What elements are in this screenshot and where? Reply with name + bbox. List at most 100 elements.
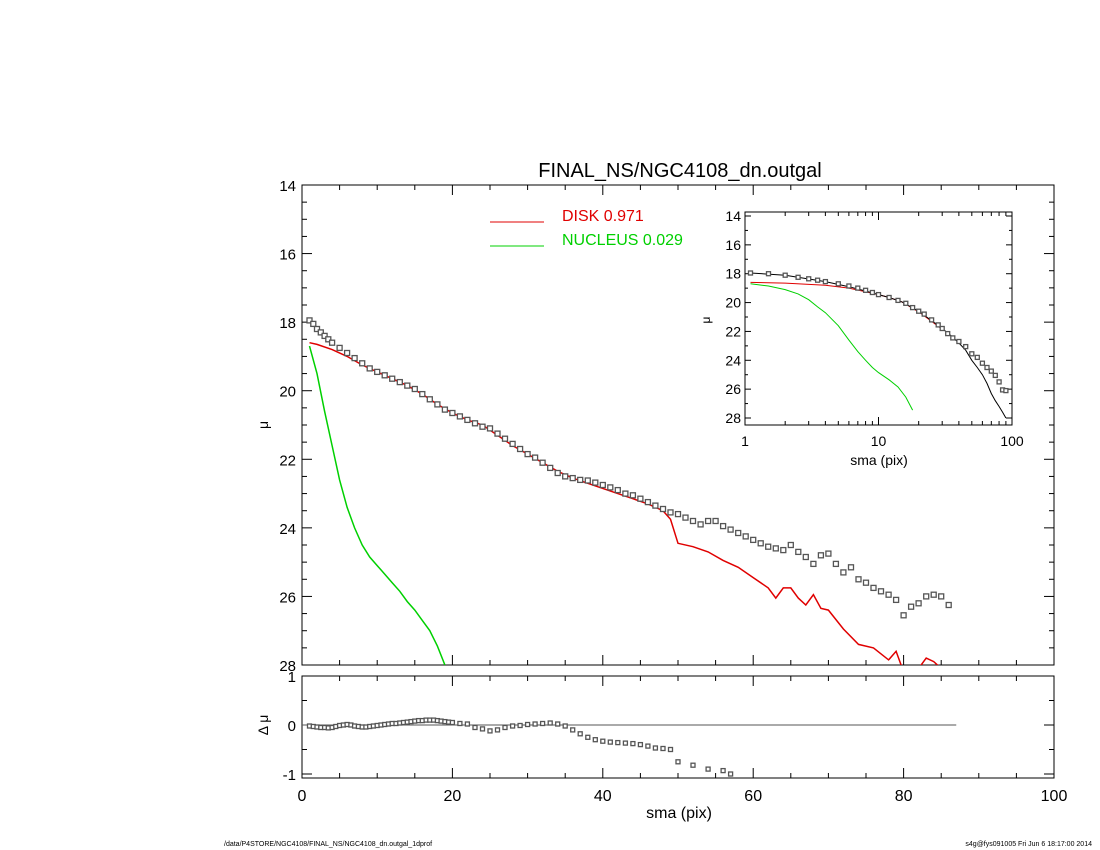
inset-data-point (782, 272, 788, 278)
main-data-point (584, 477, 591, 484)
inset-data-point (855, 285, 861, 291)
main-y-tick-label: 26 (279, 589, 296, 606)
inset-data-point (795, 274, 801, 280)
inset-y-axis-label: μ (699, 316, 713, 323)
main-data-point (577, 476, 584, 484)
main-data-point (637, 495, 644, 502)
x-axis-label: sma (pix) (646, 805, 712, 822)
residual-y-axis-label: Δ μ (255, 715, 271, 736)
main-data-point (306, 317, 313, 324)
residual-x-tick-label: 40 (594, 788, 612, 805)
main-data-point (328, 339, 336, 346)
main-data-point (592, 479, 599, 486)
main-data-point (494, 430, 501, 437)
main-data-point (389, 375, 396, 382)
inset-data-point (939, 325, 945, 332)
residual-data-point (532, 721, 538, 727)
main-data-point (531, 454, 539, 461)
main-data-point (396, 378, 403, 386)
main-data-point (310, 320, 317, 328)
inset-data-point (945, 330, 951, 337)
inset-data-point (928, 317, 935, 323)
main-data-point (674, 510, 682, 518)
inset-data-point (846, 283, 852, 289)
main-data-point (802, 553, 809, 561)
main-data-point (945, 601, 952, 609)
residual-data-point (645, 743, 651, 749)
main-data-point (569, 474, 576, 482)
main-panel: 14 16 18 20 22 24 26 28 (279, 178, 1055, 675)
main-data-point (562, 473, 569, 480)
main-data-point (817, 552, 825, 559)
inset-x-tick-label: 100 (1000, 433, 1024, 449)
main-data-point (321, 332, 328, 340)
main-data-point (456, 413, 464, 420)
main-data-point (426, 396, 433, 403)
inset-nucleus-line (750, 283, 914, 411)
legend-label-1: NUCLEUS 0.029 (562, 232, 683, 249)
inset-data-point (988, 368, 994, 374)
main-data-point (644, 498, 652, 506)
main-data-point (464, 416, 471, 424)
main-data-point (719, 522, 727, 530)
main-data-point (825, 550, 832, 557)
main-data-point (765, 543, 772, 550)
residual-data-point (464, 721, 471, 727)
residual-y-tick-label: -1 (283, 767, 296, 784)
main-data-point (780, 546, 787, 554)
main-data-point (554, 469, 561, 477)
main-data-point (787, 541, 794, 549)
inset-data-point (909, 304, 916, 311)
inset-y-tick-label: 16 (725, 237, 741, 253)
main-data-point (892, 596, 900, 604)
main-data-point (351, 354, 358, 362)
inset-y-tick-label: 28 (725, 410, 741, 426)
main-data-point (855, 576, 862, 583)
residual-y-tick-label: 0 (288, 718, 296, 735)
main-data-point (757, 540, 764, 547)
residual-data-point (494, 727, 501, 733)
main-data-point (547, 464, 554, 472)
inset-data-point (992, 372, 998, 379)
inset-data-point (950, 335, 956, 341)
residual-data-point (479, 726, 486, 732)
residual-data-point (637, 741, 644, 748)
main-data-point (607, 484, 614, 491)
residual-data-point (449, 719, 456, 726)
main-y-axis-label: μ (255, 421, 271, 429)
inset-data-point (822, 278, 829, 285)
residual-y-tick-label: 1 (288, 669, 296, 686)
main-y-tick-label: 20 (279, 384, 296, 401)
residual-data-point (630, 740, 636, 747)
inset-panel: 14 16 18 20 22 24 26 281 10 100 (725, 208, 1023, 449)
inset-data-point (935, 322, 941, 328)
main-data-point (795, 548, 802, 556)
main-y-tick-label: 24 (279, 521, 296, 538)
inset-data-point (916, 308, 922, 314)
inset-data-point (806, 276, 812, 282)
main-data-point (471, 420, 479, 427)
residual-x-tick-label: 20 (444, 788, 462, 805)
residual-data-point (570, 727, 576, 733)
main-data-point (938, 593, 945, 600)
main-data-point (930, 591, 937, 598)
inset-data-point (869, 289, 876, 296)
main-data-point (336, 344, 343, 352)
main-data-point (742, 533, 749, 540)
main-data-point (667, 509, 674, 516)
inset-data-point (895, 297, 901, 304)
inset-x-axis-label: sma (pix) (850, 452, 908, 468)
main-data-point (516, 445, 524, 453)
inset-data-point (835, 281, 841, 287)
main-data-point (810, 560, 817, 568)
residual-data-point (720, 767, 726, 774)
main-data-point (697, 521, 704, 528)
inset-data-point (996, 379, 1002, 385)
main-data-point (374, 368, 381, 376)
main-data-point (449, 409, 456, 417)
main-data-point (486, 425, 494, 432)
main-y-tick-label: 22 (279, 452, 296, 469)
residual-data-point (539, 720, 546, 727)
